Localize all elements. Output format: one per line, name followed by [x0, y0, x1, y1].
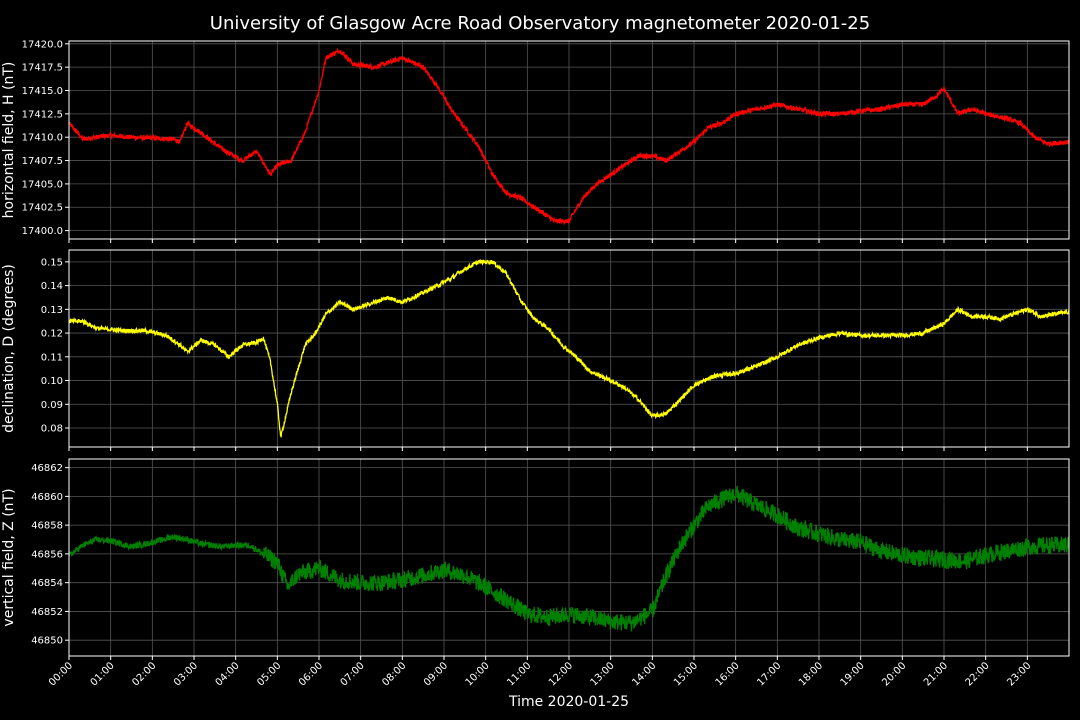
y-tick-label: 17412.5 [22, 109, 63, 120]
x-axis-label: Time 2020-01-25 [508, 694, 629, 710]
series-line [69, 259, 1069, 438]
panel-1: 17400.0 17402.5 17405.0 17407.5 17410.0 17412… [1, 39, 1070, 243]
y-tick-label: 17415.0 [22, 86, 63, 97]
y-tick-label: 17420.0 [22, 39, 63, 50]
y-axis-label: declination, D (degrees) [1, 264, 17, 433]
panel-2: 0.08 0.09 0.10 0.11 0.12 0.13 0.14 0.15 declinat… [1, 249, 1070, 451]
y-tick-label: 17407.5 [22, 156, 63, 167]
y-tick-label: 0.11 [41, 352, 63, 363]
chart-title: University of Glasgow Acre Road Observat… [210, 13, 870, 34]
panel-frame [68, 458, 1070, 657]
y-tick-label: 17410.0 [22, 133, 63, 144]
y-tick-label: 46850 [31, 636, 63, 647]
y-tick-label: 46852 [31, 607, 63, 618]
y-tick-label: 0.14 [41, 281, 63, 292]
y-tick-label: 46858 [31, 521, 63, 532]
series-line [69, 47, 1069, 226]
y-tick-label: 17400.0 [22, 226, 63, 237]
panel-3: 46850 46852 46854 46856 46858 46860 46862 verti… [1, 458, 1070, 660]
y-tick-label: 0.12 [41, 329, 63, 340]
y-tick-label: 0.09 [41, 400, 63, 411]
y-tick-label: 17405.0 [22, 179, 63, 190]
series-line [69, 485, 1069, 632]
y-tick-label: 46862 [31, 463, 63, 474]
y-tick-label: 17417.5 [22, 63, 63, 74]
y-axis-label: horizontal field, H (nT) [1, 62, 17, 219]
y-tick-label: 46860 [31, 492, 63, 503]
panel-frame [68, 249, 1070, 448]
y-tick-label: 0.13 [41, 305, 63, 316]
y-tick-label: 0.15 [41, 257, 63, 268]
y-axis-label: vertical field, Z (nT) [1, 488, 17, 626]
panel-frame [68, 40, 1070, 240]
y-tick-label: 46854 [31, 578, 63, 589]
panels-group: 17400.0 17402.5 17405.0 17407.5 17410.0 17412… [1, 39, 1070, 660]
y-tick-label: 0.08 [41, 424, 63, 435]
y-tick-label: 0.10 [41, 376, 63, 387]
y-tick-label: 17402.5 [22, 203, 63, 214]
y-tick-label: 46856 [31, 549, 63, 560]
